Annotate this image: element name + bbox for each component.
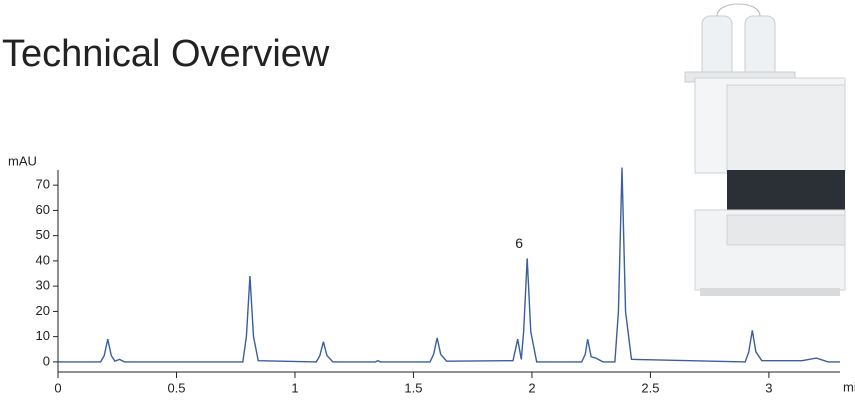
instrument-image: [684, 3, 846, 296]
x-tick-label: 2.5: [641, 380, 659, 395]
line: [58, 167, 840, 363]
x-axis-label: min: [843, 379, 855, 394]
x-tick-label: 1: [291, 380, 298, 395]
y-axis-label: mAU: [8, 153, 37, 168]
y-tick-label: 10: [36, 328, 50, 343]
x-tick-label: 0: [54, 380, 61, 395]
y-tick-label: 20: [36, 303, 50, 318]
annotation: 6: [515, 235, 523, 251]
y-tick-label: 30: [36, 278, 50, 293]
chart-title: Technical Overview: [2, 33, 330, 75]
y-tick-label: 60: [36, 202, 50, 217]
x-tick-label: 3: [765, 380, 772, 395]
y-tick-label: 70: [36, 177, 50, 192]
x-tick-label: 1.5: [404, 380, 422, 395]
y-tick-label: 0: [43, 353, 50, 368]
y-tick-label: 40: [36, 252, 50, 267]
y-tick-label: 50: [36, 227, 50, 242]
x-tick-label: 2: [528, 380, 535, 395]
x-tick-label: 0.5: [167, 380, 185, 395]
